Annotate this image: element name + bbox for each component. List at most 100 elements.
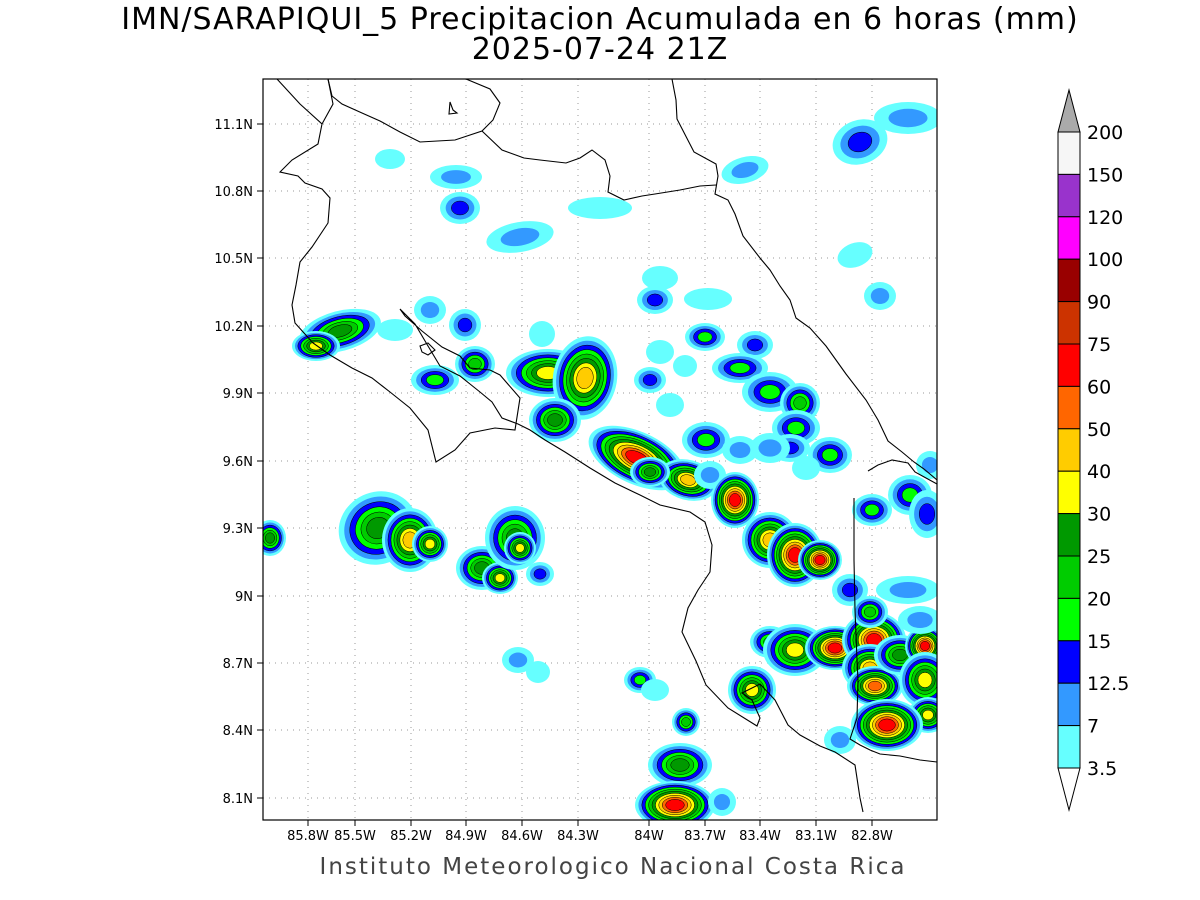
precip-cell <box>414 296 446 324</box>
precip-contour-level <box>921 456 937 474</box>
precip-contour-level <box>700 466 720 484</box>
colorbar-swatch <box>1057 640 1081 684</box>
precip-contour-level <box>907 611 933 629</box>
colorbar-label: 200 <box>1087 122 1123 144</box>
colorbar-swatch <box>1057 682 1081 727</box>
colorbar-swatch <box>1057 258 1081 303</box>
precip-cell <box>851 699 923 751</box>
latitude-axis: 11.1N 10.8N 10.5N 10.2N 9.9N 9.6N 9.3N 9N 8.7N 8.… <box>214 118 263 807</box>
precip-contour-level <box>642 374 658 386</box>
map-frame <box>262 78 938 821</box>
precip-contour-level <box>457 317 473 333</box>
precip-cell <box>504 532 536 564</box>
precip-cell <box>682 422 730 458</box>
precip-cell <box>641 679 669 701</box>
precip-contour-level <box>420 301 440 319</box>
precip-cell <box>672 708 700 736</box>
lat-tick-label: 8.1N <box>223 792 253 807</box>
colorbar-legend: 200 150 120 100 90 75 60 50 40 30 25 20 15 12.5 7 3.5 <box>1057 88 1129 812</box>
colorbar-swatch <box>1057 428 1081 472</box>
precip-contour-level <box>758 439 782 457</box>
precip-contour-level <box>731 161 759 179</box>
precip-cell <box>634 367 666 393</box>
colorbar-swatch <box>1057 597 1081 642</box>
colorbar-swatch <box>1057 470 1081 515</box>
colorbar-label: 15 <box>1087 631 1111 653</box>
precip-contour-level <box>837 242 873 268</box>
colorbar-label: 20 <box>1087 588 1111 610</box>
lat-tick-label: 10.8N <box>214 185 253 200</box>
precip-contour-level <box>576 367 594 389</box>
lat-tick-label: 8.7N <box>223 657 253 672</box>
precip-cell <box>722 436 758 464</box>
lon-tick-label: 84.9W <box>445 829 487 844</box>
precip-contour-level <box>424 538 436 550</box>
precip-contour-level <box>878 718 896 732</box>
colorbar-label: 75 <box>1087 334 1111 356</box>
precip-cell <box>375 149 405 169</box>
precip-cell <box>728 666 776 714</box>
colorbar-swatch <box>1057 555 1081 599</box>
precip-contour-level <box>863 606 877 618</box>
precip-contour-level <box>547 413 563 427</box>
precip-contour-level <box>684 288 732 310</box>
precip-cell <box>430 165 482 189</box>
colorbar-label: 3.5 <box>1087 758 1117 780</box>
precip-cell <box>377 319 413 341</box>
precip-cell <box>635 781 715 820</box>
precip-cell <box>526 661 550 683</box>
colorbar-swatch <box>1057 301 1081 345</box>
precip-contour-level <box>729 362 751 374</box>
precip-contour-level <box>656 393 684 417</box>
precip-contour-level <box>821 448 839 462</box>
lon-tick-label: 83.7W <box>684 829 726 844</box>
precip-cell <box>568 197 632 219</box>
precip-cell <box>864 282 896 310</box>
colorbar-label: 120 <box>1087 207 1123 229</box>
precip-cell <box>899 652 937 708</box>
precip-contour-level <box>827 642 843 654</box>
lat-tick-label: 10.5N <box>214 252 253 267</box>
precip-contour-level <box>888 108 928 128</box>
colorbar-label: 30 <box>1087 504 1111 526</box>
colorbar-swatch <box>1057 343 1081 387</box>
precip-cell <box>852 494 892 526</box>
precip-contour-level <box>814 555 826 565</box>
colorbar-label: 12.5 <box>1087 673 1129 695</box>
colorbar-label: 90 <box>1087 292 1111 314</box>
precip-cell <box>685 323 725 351</box>
lat-tick-label: 9.6N <box>223 455 253 470</box>
precip-contour-level <box>646 340 674 364</box>
precip-cell <box>642 266 678 290</box>
lon-tick-label: 84.6W <box>501 829 543 844</box>
precip-contour-level <box>918 503 936 525</box>
precip-cell <box>588 425 686 491</box>
precip-contour-level <box>468 357 482 371</box>
colorbar-swatch <box>1057 173 1081 218</box>
precip-contour-level <box>892 648 908 662</box>
colorbar-label: 100 <box>1087 249 1123 271</box>
precip-cell <box>852 596 888 628</box>
precip-cell <box>529 321 555 347</box>
footer-credit: Instituto Meteorologico Nacional Costa R… <box>319 854 907 880</box>
coastline <box>276 79 937 813</box>
precip-contour-level <box>441 170 471 184</box>
precip-contour-level <box>746 338 764 352</box>
precip-cell <box>630 457 670 487</box>
precip-contour-level <box>643 467 657 477</box>
precip-contour-level <box>681 717 691 727</box>
lon-tick-label: 85.5W <box>334 829 376 844</box>
precip-cell <box>412 526 448 562</box>
precip-cell <box>646 340 674 364</box>
precip-cell <box>798 540 842 580</box>
colorbar-label: 150 <box>1087 164 1123 186</box>
colorbar-swatch <box>1057 385 1081 430</box>
colorbar-label: 60 <box>1087 376 1111 398</box>
precip-cell <box>712 353 768 383</box>
precip-cell <box>449 309 481 341</box>
precip-contour-level <box>568 197 632 219</box>
precip-cell <box>737 331 773 359</box>
precip-contour-level <box>377 319 413 341</box>
lon-tick-label: 85.2W <box>390 829 432 844</box>
